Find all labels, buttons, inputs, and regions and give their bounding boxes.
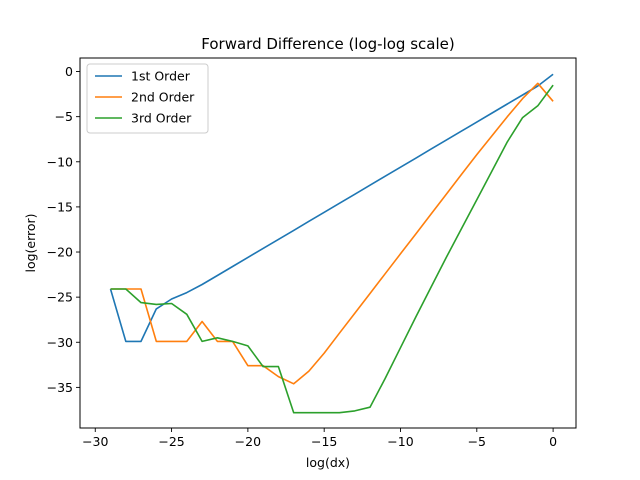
y-tick-label: −35	[47, 380, 73, 395]
series-line-2nd-order	[110, 82, 554, 385]
x-tick-label: −5	[468, 434, 486, 449]
x-tick-label: −10	[387, 434, 413, 449]
y-tick-label: −5	[55, 109, 73, 124]
y-tick-label: −20	[47, 245, 73, 260]
legend-label-2nd-order: 2nd Order	[131, 90, 195, 105]
legend-frame	[86, 63, 209, 134]
y-axis-label: log(error)	[23, 213, 38, 272]
legend-label-3rd-order: 3rd Order	[131, 111, 192, 126]
x-tick-label: −30	[82, 434, 108, 449]
x-axis-label: log(dx)	[306, 455, 350, 470]
y-axis: 0 −5 −10 −15 −20 −25 −30 −35	[47, 64, 80, 395]
x-tick-label: 0	[549, 434, 557, 449]
x-tick-label: −15	[311, 434, 337, 449]
y-tick-label: 0	[65, 64, 73, 79]
x-tick-label: −20	[235, 434, 261, 449]
series-layer	[109, 73, 554, 414]
legend-label-1st-order: 1st Order	[131, 69, 191, 84]
y-tick-label: −10	[47, 154, 73, 169]
x-tick-label: −25	[158, 434, 184, 449]
y-tick-label: −15	[47, 199, 73, 214]
chart-title: Forward Difference (log-log scale)	[201, 35, 454, 53]
x-axis: −30 −25 −20 −15 −10 −5 0	[82, 428, 557, 449]
y-tick-label: −25	[47, 290, 73, 305]
y-tick-label: −30	[47, 335, 73, 350]
plot-frame	[79, 57, 577, 429]
series-line-3rd-order	[110, 84, 554, 414]
legend: 1st Order 2nd Order 3rd Order	[86, 63, 209, 134]
series-line-1st-order	[109, 73, 554, 343]
